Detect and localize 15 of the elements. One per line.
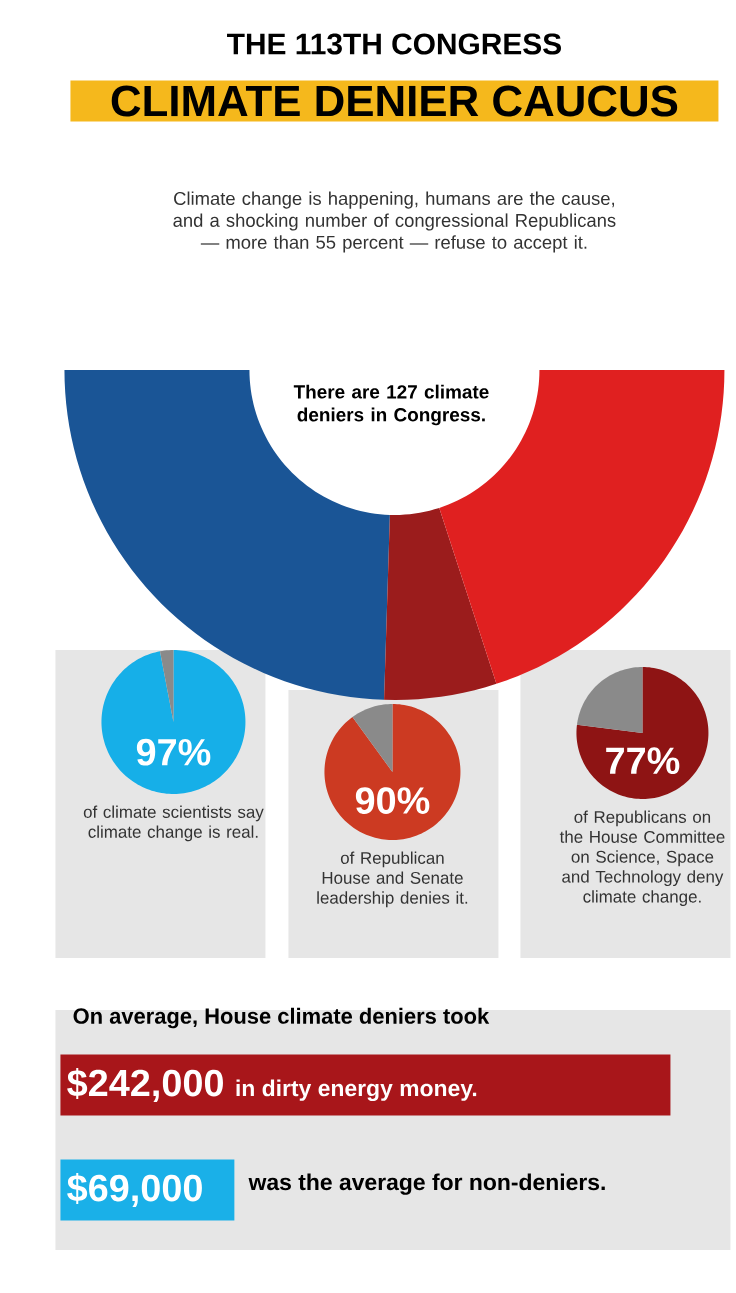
annotation: was the average for non-deniers. — [248, 1173, 605, 1195]
data-label: 90% — [355, 787, 430, 814]
chart-title: THE 113TH CONGRESS — [226, 33, 561, 55]
text: of climate scientists say climate change is real. — [83, 805, 264, 842]
data-label: $69,000 — [66, 1173, 202, 1207]
chart-title: On average, House climate deniers took — [73, 1007, 490, 1029]
annotation: in dirty energy money. — [236, 1079, 476, 1101]
text: of Republicans on the House Committee on Science, Space and Technology deny climate change. — [559, 810, 725, 906]
text: Climate change is happening, humans are the cause, and a shocking number of congressional Republicans — more than 55 percent — refuse to accept it. — [173, 191, 616, 253]
data-label: 97% — [136, 738, 211, 766]
data-label: 77% — [605, 747, 680, 775]
chart-subtitle: CLIMATE DENIER CAUCUS — [111, 85, 677, 117]
data-label: $242,000 — [66, 1068, 223, 1102]
text: There are 127 climate deniers in Congress. — [293, 384, 489, 426]
text: of Republican House and Senate leadership denies it. — [317, 851, 467, 908]
